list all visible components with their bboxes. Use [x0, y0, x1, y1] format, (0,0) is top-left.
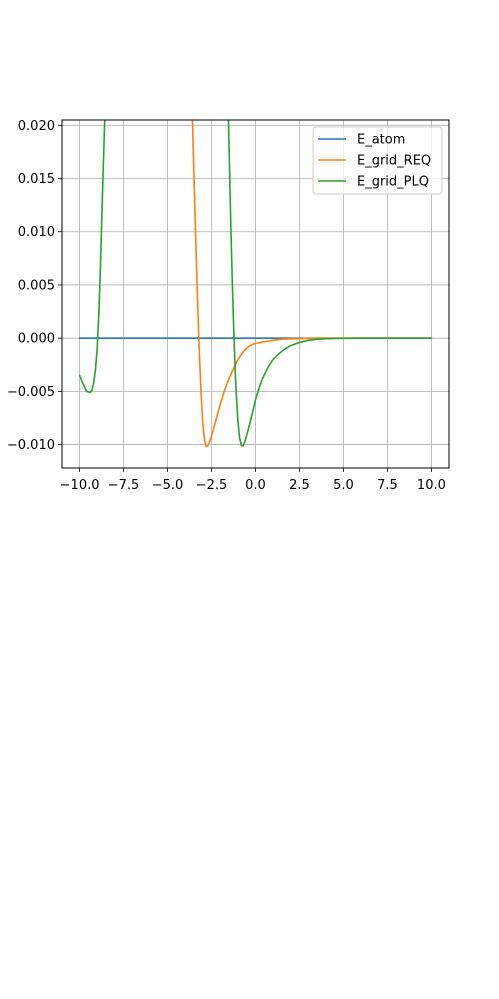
series-lines — [78, 120, 433, 448]
x-tick-label: 10.0 — [417, 478, 446, 493]
x-tick-label: 2.5 — [289, 478, 310, 493]
x-tick-label: −7.5 — [108, 478, 140, 493]
series-line-e-grid-plq — [78, 120, 433, 447]
y-tick-label: 0.000 — [18, 332, 55, 347]
y-tick-label: −0.010 — [7, 438, 55, 453]
y-tick-label: 0.020 — [18, 119, 55, 134]
y-tick-label: 0.010 — [18, 225, 55, 240]
legend-label-e-grid-plq: E_grid_PLQ — [357, 175, 429, 190]
legend-label-e-grid-req: E_grid_REQ — [357, 154, 431, 169]
x-tick-label: 5.0 — [333, 478, 354, 493]
y-tick-label: 0.015 — [18, 172, 55, 187]
x-tick-label: −10.0 — [60, 478, 100, 493]
legend-frame — [312, 126, 443, 195]
x-tick-label: 7.5 — [377, 478, 398, 493]
x-tick-label: 0.0 — [245, 478, 266, 493]
legend-label-e-atom: E_atom — [357, 133, 405, 148]
y-axis: −0.010 −0.005 0.000 0.005 0.010 0.015 0.020 — [7, 119, 62, 453]
legend: E_atom E_grid_REQ E_grid_PLQ — [312, 126, 443, 195]
x-axis: −10.0 −7.5 −5.0 −2.5 0.0 2.5 5.0 7.5 10.0 — [60, 468, 446, 493]
x-tick-label: −2.5 — [196, 478, 228, 493]
y-tick-label: 0.005 — [18, 278, 55, 293]
x-tick-label: −5.0 — [152, 478, 184, 493]
y-tick-label: −0.005 — [7, 385, 55, 400]
